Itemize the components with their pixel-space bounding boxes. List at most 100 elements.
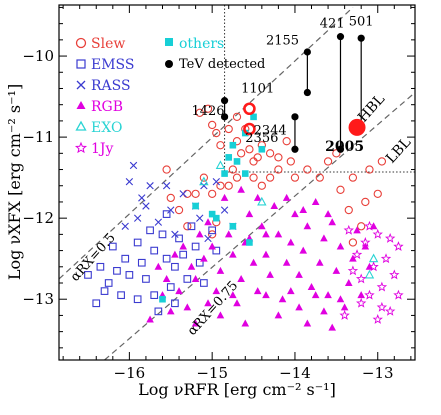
point-rgb-7 xyxy=(208,242,216,250)
point-rgb-19 xyxy=(262,250,270,258)
point-rass-9 xyxy=(179,190,187,198)
tev-2356-point xyxy=(243,122,256,136)
point-slew-14 xyxy=(323,157,333,166)
point-rgb-21 xyxy=(270,202,279,210)
point-rgb-66 xyxy=(191,319,200,327)
point-rgb-67 xyxy=(336,295,345,303)
point-others-0 xyxy=(159,295,166,303)
point-emss-9 xyxy=(133,238,142,247)
point-emss-15 xyxy=(158,230,167,239)
y-tick-label: −10 xyxy=(22,47,54,65)
point-slew-5 xyxy=(224,181,233,190)
point-slew-21 xyxy=(249,157,258,166)
point-rgb-74 xyxy=(324,210,332,218)
point-rgb-55 xyxy=(303,319,312,327)
point-slew-16 xyxy=(348,173,358,182)
point-1jy-7 xyxy=(376,281,388,292)
point-slew-15 xyxy=(332,149,341,158)
point-slew-42 xyxy=(348,238,358,247)
legend-emss-marker xyxy=(76,59,86,69)
point-rgb-57 xyxy=(320,307,328,315)
point-others-6 xyxy=(233,158,241,165)
point-1jy-5 xyxy=(368,261,379,272)
tev-501-high-point xyxy=(357,34,365,42)
point-slew-48 xyxy=(232,112,242,121)
point-1jy-0 xyxy=(343,224,354,235)
point-others-5 xyxy=(229,141,237,149)
point-rass-14 xyxy=(212,178,220,186)
tev-1426-low-point xyxy=(220,113,229,121)
point-rgb-41 xyxy=(353,226,361,234)
legend-tev-label: TeV detected xyxy=(179,57,265,72)
point-rgb-25 xyxy=(287,238,295,246)
legend-rgb-label: RGB xyxy=(91,99,123,115)
point-rgb-71 xyxy=(262,230,270,238)
tev-2155-low-point xyxy=(303,88,311,97)
point-rgb-31 xyxy=(311,197,320,205)
point-rgb-54 xyxy=(295,303,303,311)
point-exo-3 xyxy=(364,269,375,279)
point-rass-12 xyxy=(200,182,208,190)
point-slew-35 xyxy=(174,205,184,215)
point-slew-7 xyxy=(249,173,258,182)
point-emss-3 xyxy=(113,266,121,275)
point-slew-29 xyxy=(212,128,221,138)
point-rgb-73 xyxy=(299,206,308,214)
point-emss-16 xyxy=(162,254,171,263)
point-emss-1 xyxy=(96,262,105,271)
point-slew-24 xyxy=(282,137,291,146)
point-slew-37 xyxy=(208,230,217,239)
point-slew-34 xyxy=(166,193,175,203)
x-tick-label: −13 xyxy=(362,364,394,382)
point-rgb-59 xyxy=(154,262,163,270)
point-rgb-4 xyxy=(183,303,192,311)
point-slew-17 xyxy=(365,165,374,174)
point-1jy-8 xyxy=(380,253,392,264)
tev-2356-label: 2356 xyxy=(245,131,278,146)
point-slew-8 xyxy=(257,181,266,190)
point-rgb-9 xyxy=(216,266,225,274)
point-1jy-12 xyxy=(347,265,359,276)
point-rgb-60 xyxy=(171,250,179,258)
point-rgb-5 xyxy=(191,274,200,282)
point-rgb-52 xyxy=(274,311,283,319)
hbl-label: HBL xyxy=(355,91,388,125)
axis-ticks xyxy=(59,5,415,360)
point-slew-45 xyxy=(274,153,283,162)
point-rgb-49 xyxy=(237,185,245,193)
point-rgb-58 xyxy=(328,323,337,331)
point-rgb-3 xyxy=(175,287,183,295)
point-rgb-43 xyxy=(365,262,374,270)
point-rass-7 xyxy=(167,206,175,214)
point-others-12 xyxy=(246,239,253,246)
y-tick-label: −12 xyxy=(22,209,54,227)
point-rgb-22 xyxy=(274,230,283,238)
point-rgb-51 xyxy=(262,291,270,299)
tev-421-label: 421 xyxy=(320,17,345,32)
point-rgb-56 xyxy=(311,291,320,299)
point-rgb-24 xyxy=(282,258,291,266)
point-emss-22 xyxy=(187,222,196,231)
point-rgb-23 xyxy=(278,295,287,303)
point-rgb-32 xyxy=(315,258,324,266)
alpha-rx-075-label: αRX=0.75 xyxy=(185,278,241,338)
tev-1101-label: 1101 xyxy=(241,82,274,97)
legend-onejy-marker xyxy=(74,141,88,154)
point-rgb-18 xyxy=(258,222,266,230)
point-emss-2 xyxy=(104,279,113,287)
legend-exo-label: EXO xyxy=(91,120,122,136)
source-2005-point xyxy=(348,118,366,136)
point-slew-11 xyxy=(290,173,300,182)
y-tick-label: −13 xyxy=(22,290,54,308)
point-emss-18 xyxy=(171,262,179,271)
y-tick-label: −11 xyxy=(22,128,54,146)
point-rgb-46 xyxy=(195,230,204,238)
point-rgb-44 xyxy=(179,242,187,250)
point-others-4 xyxy=(225,154,233,161)
legend-others-marker xyxy=(165,38,173,46)
point-rgb-17 xyxy=(253,287,262,295)
point-slew-27 xyxy=(232,137,242,146)
point-emss-20 xyxy=(179,250,188,259)
point-slew-3 xyxy=(216,181,225,190)
point-1jy-18 xyxy=(393,289,404,300)
